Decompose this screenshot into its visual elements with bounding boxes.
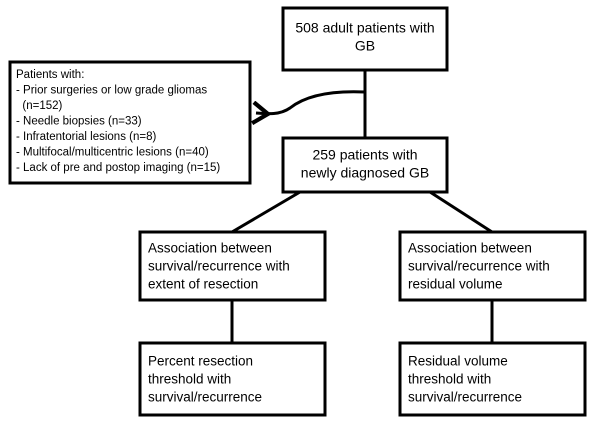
node-text: Association between [408,241,532,256]
exclusion-arrow [256,90,366,114]
node-text: Association between [148,241,272,256]
node-text: extent of resection [148,277,258,292]
box [281,136,449,194]
node-text: threshold with [148,372,231,387]
node-text: survival/recurrence with [148,259,290,274]
box [398,341,587,417]
box [138,230,327,302]
box [8,60,252,185]
node-text: Patients with: [16,69,84,81]
node-text: threshold with [408,372,491,387]
node-text: survival/recurrence with [408,259,550,274]
node-text: residual volume [408,277,503,292]
node-text: - Multifocal/multicentric lesions (n=40) [16,147,209,159]
node-text: Percent resection [148,354,253,369]
node-text: survival/recurrence [408,390,522,405]
box [398,230,587,302]
node-text: newly diagnosed GB [301,165,429,181]
node-text: - Needle biopsies (n=33) [16,116,142,128]
node-text: 508 adult patients with [295,20,434,36]
connector [429,190,493,234]
node-text: 259 patients with [312,147,417,163]
box [281,6,449,72]
node-text: - Prior surgeries or low grade gliomas [16,85,207,97]
node-text: - Lack of pre and postop imaging (n=15) [16,162,220,174]
node-text: (n=152) [16,100,63,112]
node-text: Residual volume [408,354,508,369]
box [138,341,327,417]
node-text: - Infratentorial lesions (n=8) [16,131,156,143]
node-text: GB [355,38,375,54]
node-text: survival/recurrence [148,390,262,405]
connector [231,190,301,234]
